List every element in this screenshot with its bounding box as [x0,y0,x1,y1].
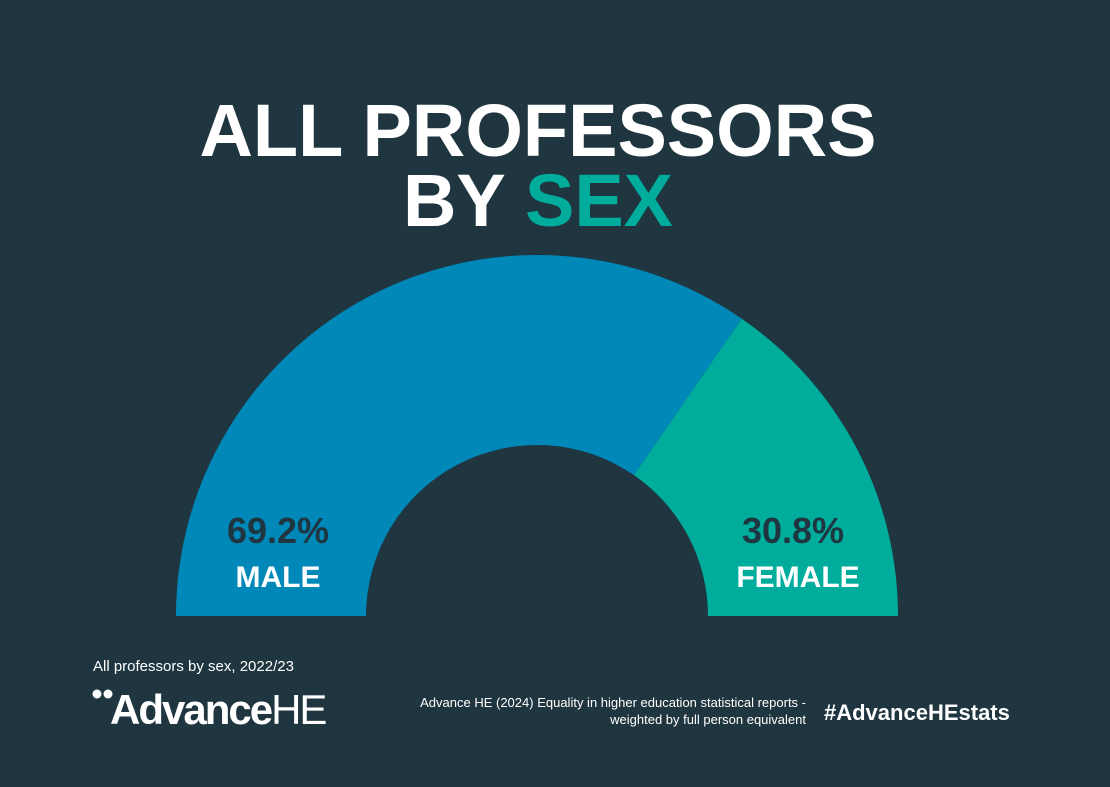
logo: AdvanceHE [110,686,326,733]
value-label: 30.8% [742,510,844,551]
title-word: BY [403,159,505,242]
value-label: 69.2% [227,510,329,551]
logo-main: Advance [110,686,272,733]
logo-dot [92,689,102,699]
logo-suffix: HE [271,686,326,733]
hashtag: #AdvanceHEstats [824,700,1010,725]
title-highlight: SEX [525,159,673,242]
caption: All professors by sex, 2022/23 [93,658,294,675]
half-donut: 69.2% MALE 30.8% FEMALE [176,255,898,616]
segment [634,318,898,616]
category-label: MALE [236,561,321,594]
segment [176,255,742,616]
title-line: BY SEX [403,159,673,242]
logo-dot [103,689,113,699]
source: Advance HE (2024) Equality in higher edu… [420,695,806,710]
source: weighted by full person equivalent [609,712,806,727]
category-label: FEMALE [736,561,859,594]
title-line: ALL PROFESSORS [199,89,876,172]
